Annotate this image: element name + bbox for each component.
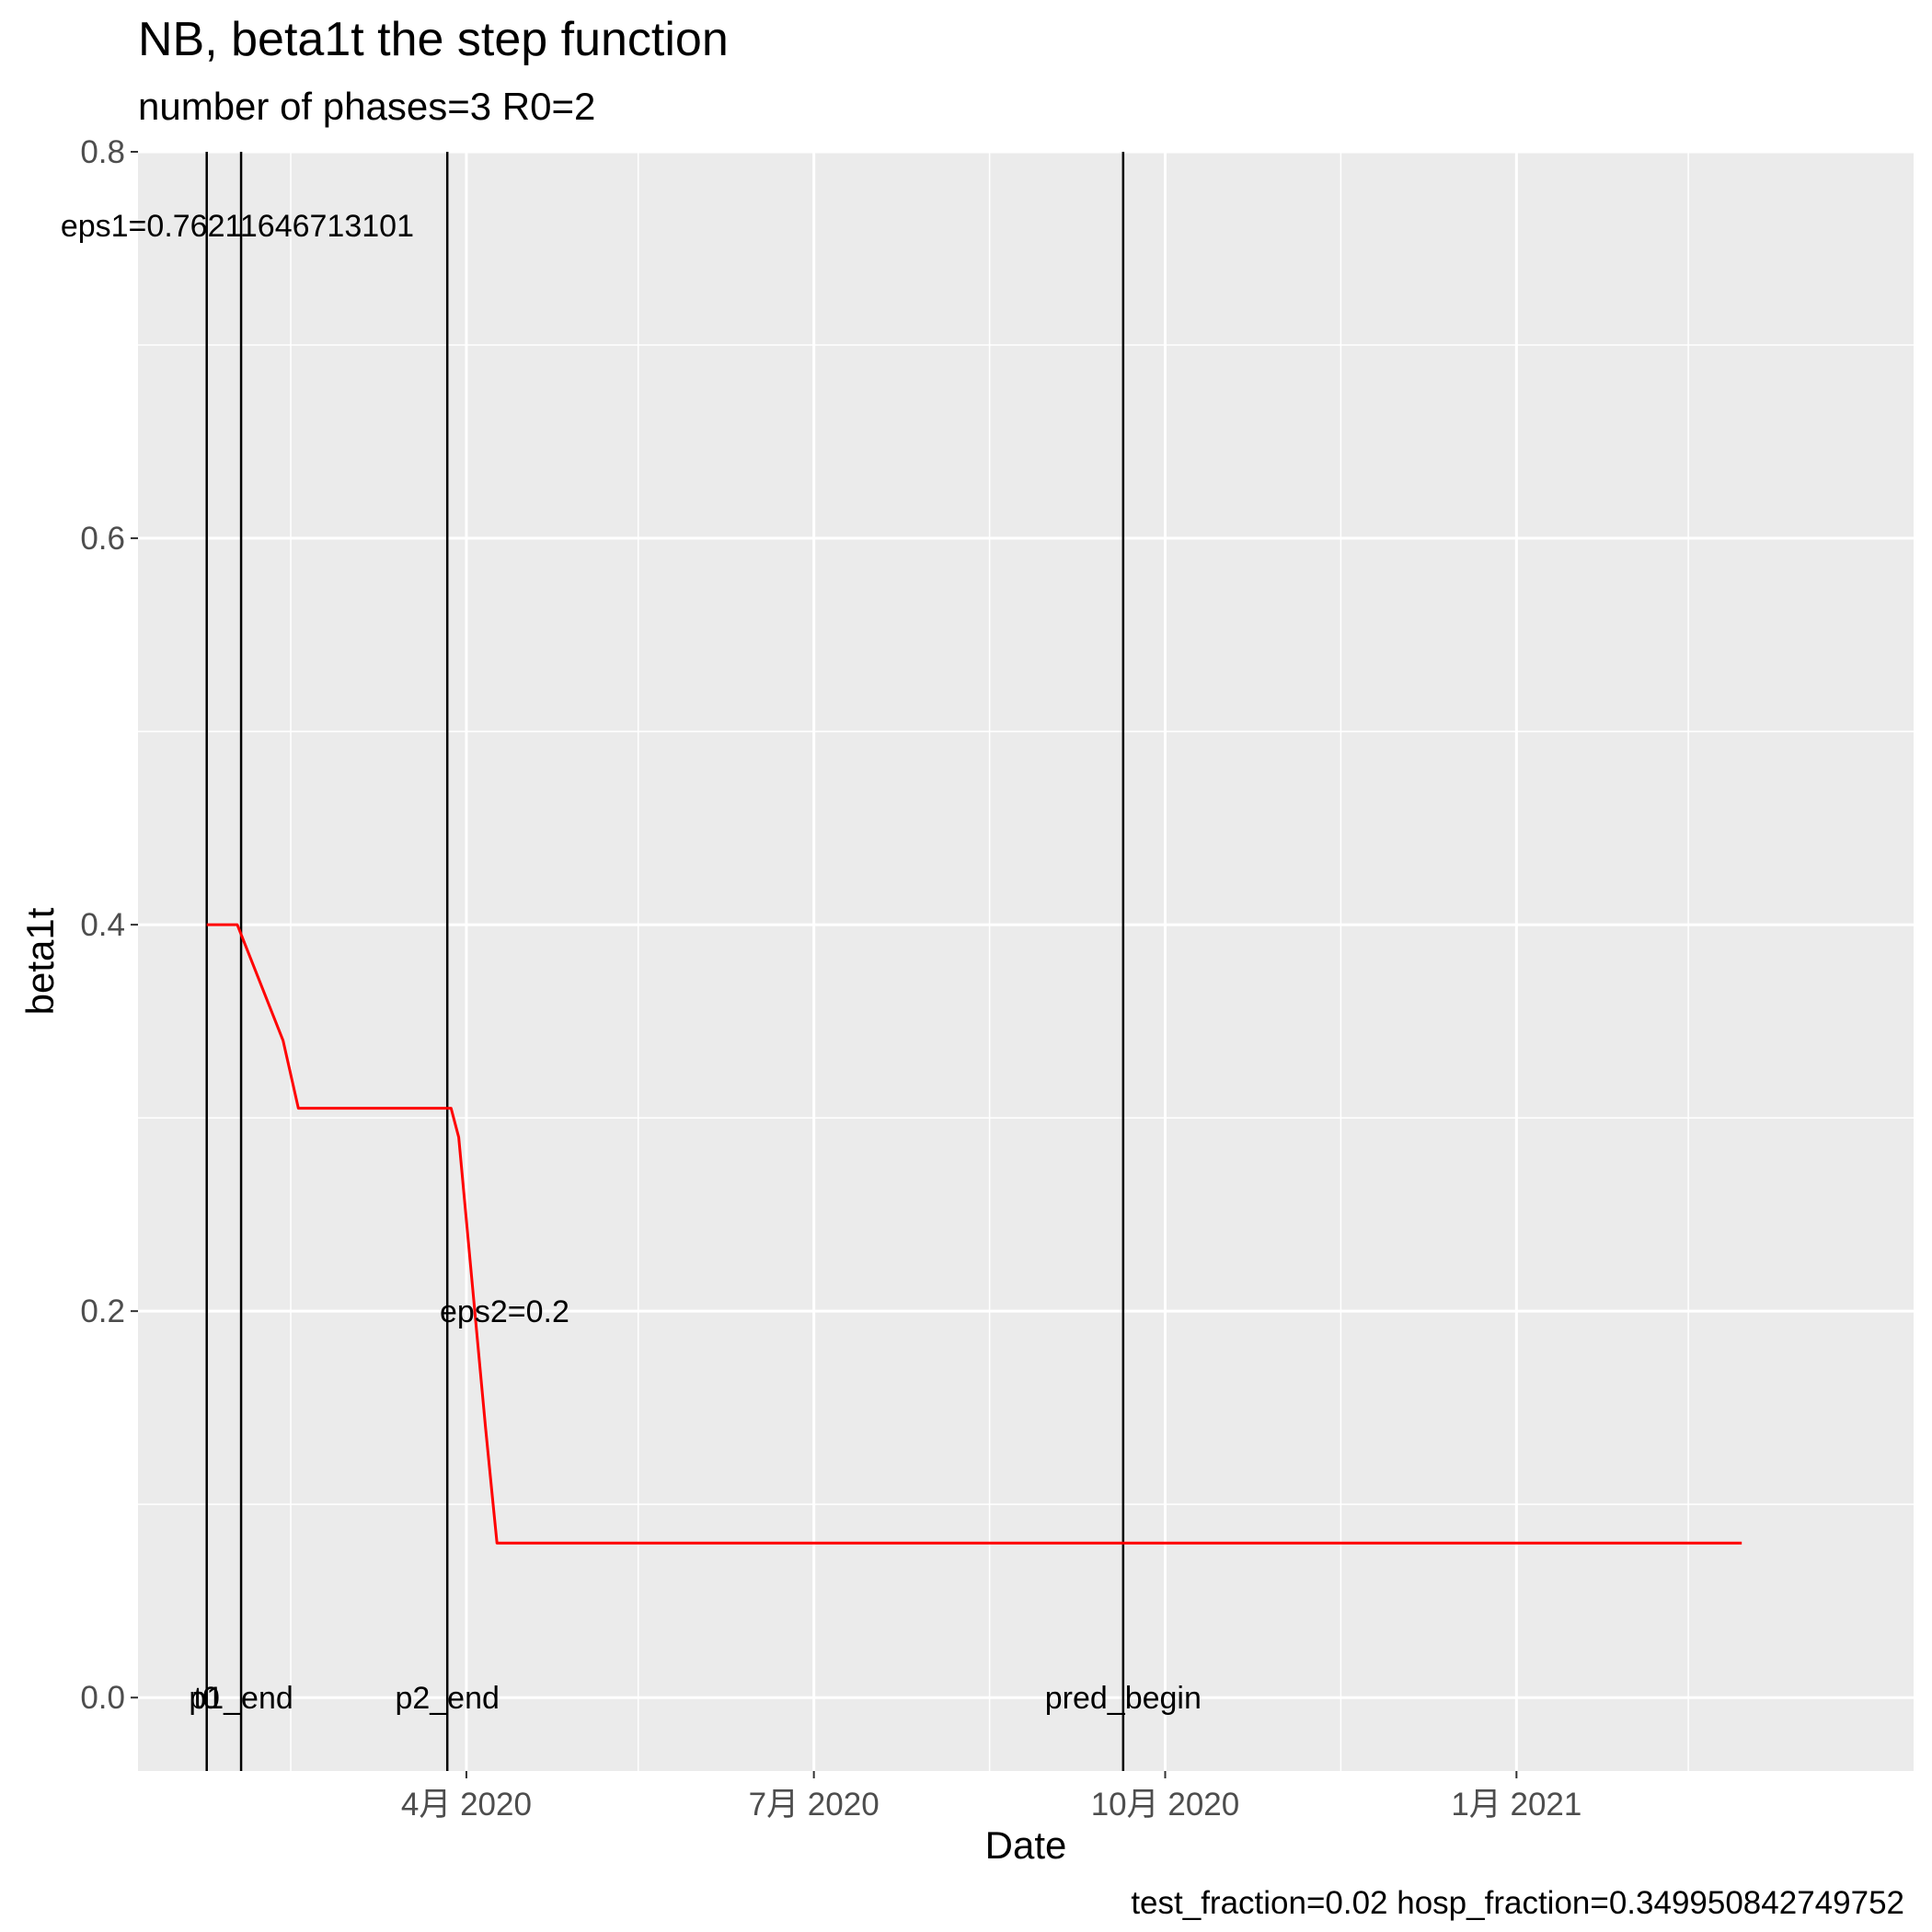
y-tick-label: 0.4 xyxy=(80,907,125,943)
x-tick-label: 10月 2020 xyxy=(1091,1787,1240,1823)
plot-panel xyxy=(138,152,1914,1771)
series-layer xyxy=(206,923,1742,1545)
chart-title: NB, beta1t the step function xyxy=(138,13,729,66)
x-axis-title: Date xyxy=(985,1823,1067,1867)
y-tick-label: 0.2 xyxy=(80,1294,125,1329)
major-grid xyxy=(138,150,1914,1771)
annotation-text: eps2=0.2 xyxy=(440,1294,569,1329)
chart-caption: test_fraction=0.02 hosp_fraction=0.34995… xyxy=(1131,1885,1904,1921)
annotation-text: eps1=0.76211646713101 xyxy=(61,209,414,244)
y-axis-title: beta1t xyxy=(18,907,62,1015)
series-line-0 xyxy=(206,923,1742,1545)
x-axis: 4月 2020 7月 2020 10月 2020 1月 2021 xyxy=(401,1771,1581,1823)
x-tick-label: 4月 2020 xyxy=(401,1787,532,1823)
x-tick-label: 1月 2021 xyxy=(1451,1787,1581,1823)
vline-label-t0: t0 xyxy=(194,1681,220,1716)
x-tick-label: 7月 2020 xyxy=(749,1787,880,1823)
vline-label-p2-end: p2_end xyxy=(395,1681,499,1716)
vline-label-p1-end: p1_end xyxy=(189,1681,293,1716)
y-tick-label: 0.0 xyxy=(80,1680,125,1716)
y-tick-label: 0.6 xyxy=(80,521,125,557)
vertical-lines xyxy=(205,152,1125,1771)
chart-subtitle: number of phases=3 R0=2 xyxy=(138,85,595,128)
minor-grid xyxy=(138,152,1914,1771)
y-axis: 0.0 0.2 0.4 0.6 0.8 xyxy=(80,134,138,1716)
vline-label-pred-begin: pred_begin xyxy=(1045,1681,1202,1716)
y-tick-label: 0.8 xyxy=(80,134,125,170)
